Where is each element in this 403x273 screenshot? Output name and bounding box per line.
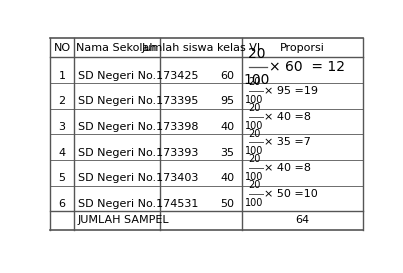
Text: 5: 5 [58, 173, 66, 183]
Text: 100: 100 [245, 172, 264, 182]
Text: SD Negeri No.173403: SD Negeri No.173403 [77, 173, 198, 183]
Text: 35: 35 [221, 148, 235, 158]
Text: 20: 20 [248, 154, 260, 164]
Text: 64: 64 [295, 215, 310, 225]
Text: Nama Sekolah: Nama Sekolah [77, 43, 157, 53]
Text: 2: 2 [58, 96, 66, 106]
Text: 20: 20 [248, 103, 260, 113]
Text: × 40 =8: × 40 =8 [264, 163, 312, 173]
Text: 100: 100 [245, 121, 264, 131]
Text: 100: 100 [245, 198, 264, 208]
Text: 3: 3 [58, 122, 66, 132]
Text: × 35 =7: × 35 =7 [264, 138, 311, 147]
Text: 100: 100 [245, 95, 264, 105]
Text: SD Negeri No.173395: SD Negeri No.173395 [77, 96, 198, 106]
Text: 40: 40 [220, 122, 235, 132]
Text: 60: 60 [221, 71, 235, 81]
Text: × 50 =10: × 50 =10 [264, 189, 318, 199]
Text: × 40 =8: × 40 =8 [264, 112, 312, 122]
Text: 95: 95 [220, 96, 235, 106]
Text: 20: 20 [248, 47, 265, 61]
Text: 6: 6 [58, 199, 66, 209]
Text: 100: 100 [245, 147, 264, 156]
Text: SD Negeri No.173393: SD Negeri No.173393 [77, 148, 198, 158]
Text: Proporsi: Proporsi [280, 43, 325, 53]
Text: 100: 100 [243, 73, 270, 87]
Text: Jumlah siswa kelas VI: Jumlah siswa kelas VI [141, 43, 261, 53]
Text: 50: 50 [221, 199, 235, 209]
Text: 20: 20 [248, 129, 260, 138]
Text: 40: 40 [220, 173, 235, 183]
Text: JUMLAH SAMPEL: JUMLAH SAMPEL [77, 215, 169, 225]
Text: 1: 1 [58, 71, 66, 81]
Text: 4: 4 [58, 148, 66, 158]
Text: 20: 20 [248, 77, 260, 87]
Text: SD Negeri No.174531: SD Negeri No.174531 [77, 199, 198, 209]
Text: SD Negeri No.173425: SD Negeri No.173425 [77, 71, 198, 81]
Text: NO: NO [54, 43, 71, 53]
Text: SD Negeri No.173398: SD Negeri No.173398 [77, 122, 198, 132]
Text: × 60  = 12: × 60 = 12 [269, 60, 345, 74]
Text: 20: 20 [248, 180, 260, 190]
Text: × 95 =19: × 95 =19 [264, 86, 318, 96]
